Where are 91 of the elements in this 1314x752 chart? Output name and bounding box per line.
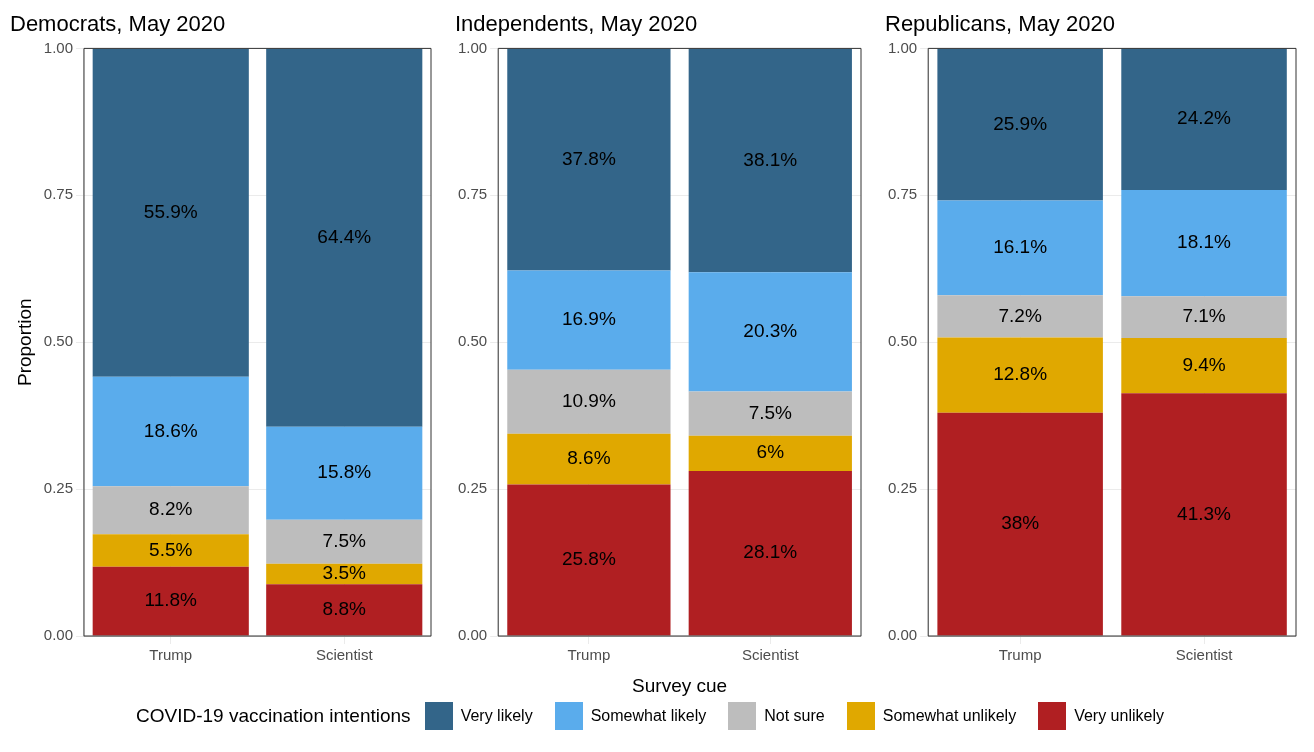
bar bbox=[92, 486, 249, 535]
y-tick-label: 0.25 bbox=[43, 479, 73, 497]
data-label: 3.5% bbox=[322, 562, 366, 584]
data-label: 55.9% bbox=[143, 200, 198, 222]
x-tick-label: Scientist bbox=[1175, 646, 1234, 664]
bar bbox=[688, 435, 852, 471]
data-label: 38% bbox=[1001, 512, 1040, 534]
data-label: 37.8% bbox=[561, 147, 616, 169]
data-label: 24.2% bbox=[1177, 107, 1232, 129]
x-axis-title: Survey cue bbox=[632, 674, 728, 696]
bar bbox=[937, 337, 1103, 413]
y-tick-label: 0.50 bbox=[43, 332, 73, 350]
data-label: 64.4% bbox=[317, 225, 372, 247]
data-label: 8.2% bbox=[149, 498, 193, 520]
bar bbox=[937, 200, 1103, 296]
bar bbox=[507, 484, 671, 636]
data-label: 7.5% bbox=[322, 529, 366, 551]
legend-label: Very likely bbox=[460, 707, 533, 725]
y-tick-label: 0.75 bbox=[43, 185, 73, 203]
data-label: 38.1% bbox=[743, 148, 798, 170]
y-tick-label: 0.75 bbox=[457, 185, 488, 203]
bar bbox=[1121, 393, 1287, 636]
x-tick-label: Trump bbox=[149, 646, 193, 664]
bar bbox=[92, 376, 249, 487]
bar bbox=[1121, 190, 1287, 297]
x-tick-label: Scientist bbox=[315, 646, 374, 664]
bar bbox=[937, 295, 1103, 338]
legend-title: COVID-19 vaccination intentions bbox=[136, 705, 411, 727]
y-tick-label: 0.25 bbox=[457, 479, 488, 497]
bar bbox=[1121, 296, 1287, 339]
chart-title: Independents, May 2020 bbox=[455, 11, 698, 37]
data-label: 7.1% bbox=[1182, 305, 1226, 327]
y-tick-label: 0.00 bbox=[887, 626, 918, 644]
data-label: 25.8% bbox=[561, 548, 616, 570]
data-label: 12.8% bbox=[993, 363, 1048, 385]
y-tick-label: 0.50 bbox=[457, 332, 488, 350]
bar bbox=[92, 566, 249, 636]
bar bbox=[937, 412, 1103, 636]
bar bbox=[266, 48, 423, 427]
bar bbox=[507, 369, 671, 434]
data-label: 5.5% bbox=[149, 538, 193, 560]
data-label: 9.4% bbox=[1182, 353, 1226, 375]
y-tick-label: 1.00 bbox=[887, 38, 918, 56]
bar bbox=[266, 426, 423, 520]
bar bbox=[507, 48, 671, 271]
data-label: 41.3% bbox=[1177, 502, 1232, 524]
bar bbox=[507, 270, 671, 370]
y-tick-label: 0.00 bbox=[43, 626, 73, 644]
chart-title: Democrats, May 2020 bbox=[10, 11, 226, 37]
data-label: 10.9% bbox=[561, 390, 616, 412]
x-tick-label: Trump bbox=[567, 646, 611, 664]
bar bbox=[688, 272, 852, 392]
y-tick-label: 0.75 bbox=[887, 185, 918, 203]
data-label: 28.1% bbox=[743, 541, 798, 563]
y-tick-label: 1.00 bbox=[457, 38, 488, 56]
bar bbox=[937, 48, 1103, 201]
bar bbox=[1121, 338, 1287, 394]
y-tick-label: 0.25 bbox=[887, 479, 918, 497]
data-label: 6% bbox=[756, 441, 785, 463]
data-label: 16.9% bbox=[561, 308, 616, 330]
x-tick-label: Trump bbox=[998, 646, 1042, 664]
data-label: 18.1% bbox=[1177, 231, 1232, 253]
bar bbox=[266, 584, 423, 636]
bar bbox=[688, 48, 852, 273]
bar bbox=[1121, 48, 1287, 191]
data-label: 25.9% bbox=[993, 112, 1048, 134]
data-label: 11.8% bbox=[144, 589, 198, 611]
data-label: 20.3% bbox=[743, 320, 798, 342]
data-label: 18.6% bbox=[143, 419, 198, 441]
legend-label: Somewhat unlikely bbox=[882, 707, 1017, 725]
bar bbox=[266, 519, 423, 564]
y-tick-label: 1.00 bbox=[43, 38, 73, 56]
y-tick-label: 0.00 bbox=[457, 626, 488, 644]
bar bbox=[688, 470, 852, 636]
data-label: 8.8% bbox=[322, 598, 366, 620]
data-label: 15.8% bbox=[317, 461, 372, 483]
legend-label: Not sure bbox=[764, 707, 825, 725]
bar bbox=[92, 48, 249, 377]
y-axis-title: Proportion bbox=[13, 298, 35, 387]
legend-label: Somewhat likely bbox=[590, 707, 707, 725]
data-label: 16.1% bbox=[993, 236, 1048, 258]
x-tick-label: Scientist bbox=[741, 646, 800, 664]
y-tick-label: 0.50 bbox=[887, 332, 918, 350]
data-label: 8.6% bbox=[567, 447, 611, 469]
bar bbox=[507, 433, 671, 485]
bar bbox=[92, 534, 249, 567]
data-label: 7.2% bbox=[998, 304, 1042, 326]
bar bbox=[688, 391, 852, 436]
legend-label: Very unlikely bbox=[1074, 707, 1164, 725]
chart-title: Republicans, May 2020 bbox=[885, 11, 1115, 37]
data-label: 7.5% bbox=[748, 401, 793, 423]
